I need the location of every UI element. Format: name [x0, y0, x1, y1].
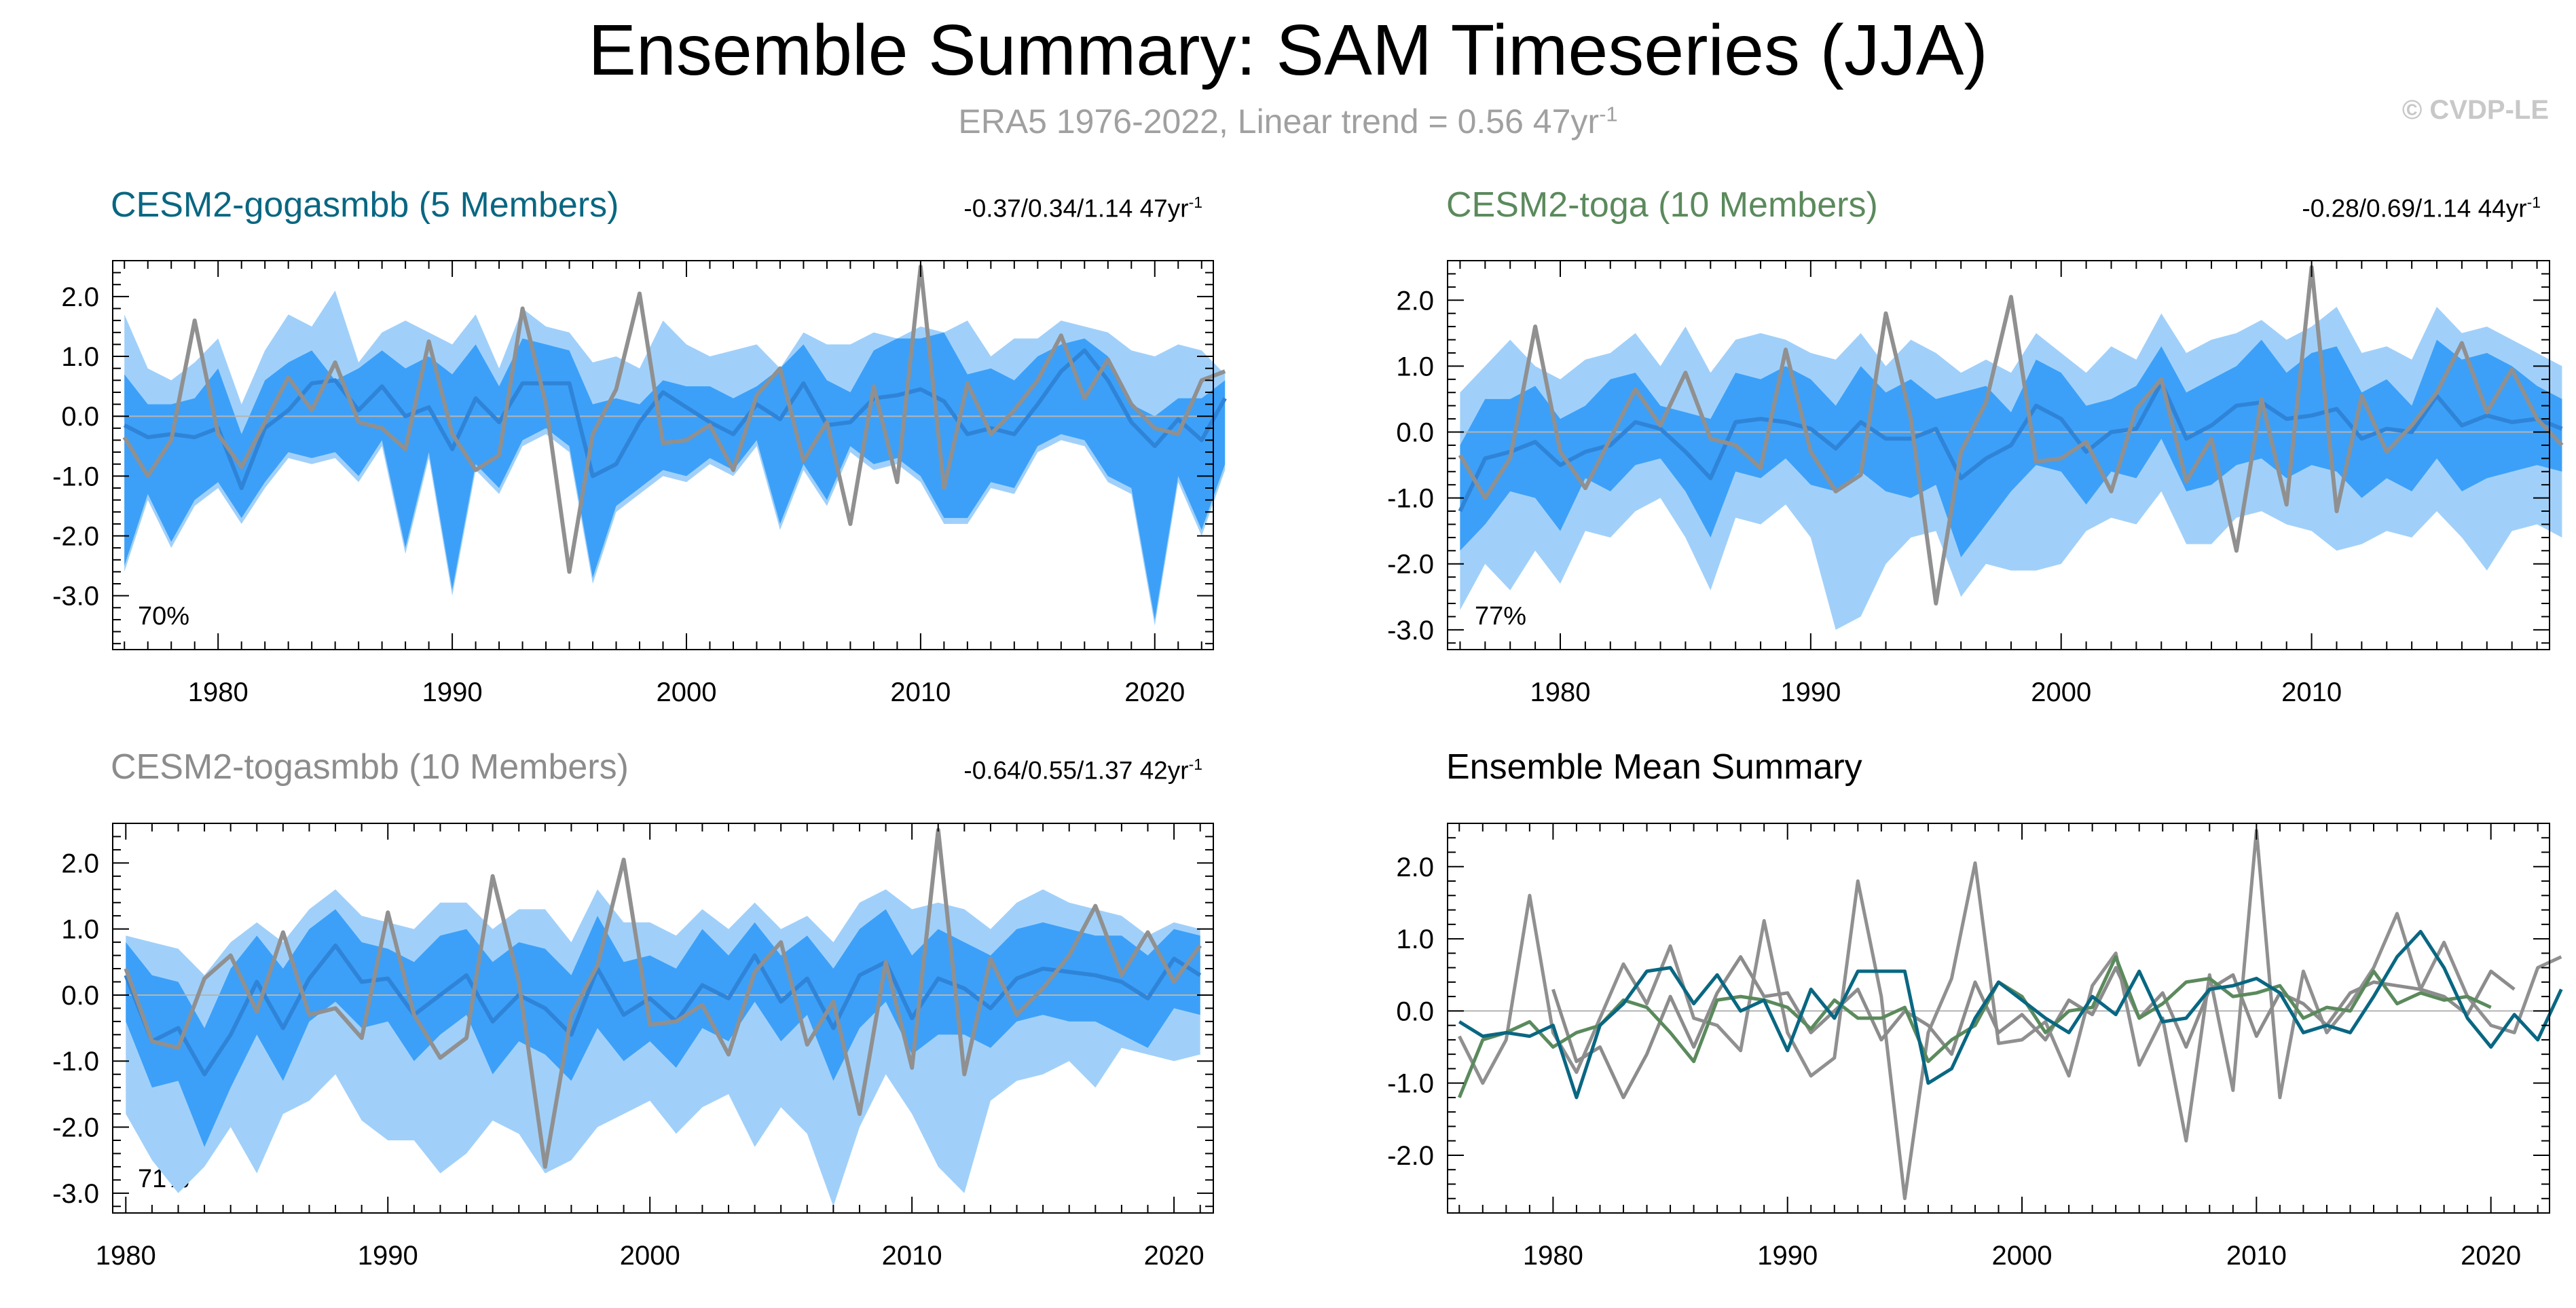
panel-1-ytick-label: -2.0: [52, 522, 99, 552]
panel-4-series-toga: [1457, 955, 2492, 1098]
panel-3-xtick-label: 2010: [882, 1241, 942, 1271]
panel-2-frame: [1447, 260, 2550, 650]
panel-3-ensemble-mean-line: [124, 943, 1202, 1077]
panel-3-ytick-label: 2.0: [61, 848, 99, 878]
panel-2-band-inner: [1460, 339, 2562, 557]
panel-2-obs-line: [1458, 265, 2564, 605]
panel-stat-text: -0.37/0.34/1.14 47yr: [963, 194, 1189, 223]
panel-2-xtick-label: 2010: [2281, 677, 2342, 707]
panel-3-xtick-label: 1980: [96, 1241, 156, 1271]
panel-3-obs-line: [124, 827, 1202, 1169]
panel-stat-text: -0.28/0.69/1.14 44yr: [2302, 194, 2527, 223]
panel-1-ytick-label: -3.0: [52, 582, 99, 612]
panel-1-band-inner: [124, 332, 1226, 620]
panel-3-band-inner: [126, 909, 1200, 1147]
panel-4-series-gogasmbb: [1458, 929, 2563, 1100]
panel-2-ytick-label: 0.0: [1396, 418, 1434, 448]
panel-1-ensemble-mean-line: [123, 348, 1227, 490]
credit-label: © CVDP-LE: [2402, 95, 2549, 125]
panel-stat-sup: -1: [2526, 193, 2541, 211]
panel-stat-sup: -1: [1188, 193, 1202, 211]
panel-stat-togasmbb: -0.64/0.55/1.37 42yr-1: [963, 755, 1202, 785]
panel-4-ytick-label: 1.0: [1396, 924, 1434, 954]
panel-3-ytick-label: 1.0: [61, 915, 99, 945]
subtitle-text: ERA5 1976-2022, Linear trend = 0.56 47yr: [958, 102, 1600, 141]
panel-1-xtick-label: 2000: [656, 677, 716, 707]
panel-stat-gogasmbb: -0.37/0.34/1.14 47yr-1: [963, 193, 1202, 223]
panel-2-ytick-label: -3.0: [1387, 616, 1434, 646]
panel-1-xtick-label: 2020: [1124, 677, 1185, 707]
panel-2-ytick-label: -2.0: [1387, 550, 1434, 580]
figure-title: Ensemble Summary: SAM Timeseries (JJA): [588, 10, 1988, 90]
panel-4-series-togasmbb: [1551, 955, 2516, 1100]
panel-4-ytick-label: -2.0: [1387, 1141, 1434, 1171]
panel-4-series-obs: [1458, 829, 2562, 1201]
panel-4-xtick-label: 2000: [1992, 1241, 2053, 1271]
panel-4-ytick-label: 2.0: [1396, 853, 1434, 882]
panel-2-ytick-label: -1.0: [1387, 484, 1434, 514]
panel-2-ytick-label: 2.0: [1396, 286, 1434, 316]
panel-4-xtick-label: 1980: [1523, 1241, 1583, 1271]
panel-3-ytick-label: 0.0: [61, 981, 99, 1011]
subtitle-superscript: -1: [1599, 102, 1618, 126]
panel-4-ytick-label: -1.0: [1387, 1069, 1434, 1099]
panel-3-ytick-label: -1.0: [52, 1047, 99, 1077]
panel-2-xtick-label: 1990: [1780, 677, 1841, 707]
panel-4-ytick-label: 0.0: [1396, 996, 1434, 1026]
panel-title-gogasmbb: CESM2-gogasmbb (5 Members): [111, 185, 619, 225]
panel-1-ytick-label: 1.0: [61, 342, 99, 372]
panel-4-xtick-label: 2010: [2226, 1241, 2287, 1271]
panel-2-ytick-label: 1.0: [1396, 352, 1434, 381]
panel-3-xtick-label: 2020: [1144, 1241, 1204, 1271]
panel-3-xtick-label: 2000: [620, 1241, 680, 1271]
panel-title-ensemble-mean: Ensemble Mean Summary: [1446, 747, 1862, 787]
panel-3-ytick-label: -3.0: [52, 1179, 99, 1209]
panel-title-togasmbb: CESM2-togasmbb (10 Members): [111, 747, 629, 787]
panel-stat-toga: -0.28/0.69/1.14 44yr-1: [2302, 193, 2541, 223]
panel-pct-toga: 77%: [1475, 602, 1527, 631]
panel-pct-gogasmbb: 70%: [138, 602, 190, 631]
panel-title-toga: CESM2-toga (10 Members): [1446, 185, 1878, 225]
panel-2-xtick-label: 2000: [2031, 677, 2091, 707]
panel-1-xtick-label: 2010: [890, 677, 951, 707]
panel-4-frame: [1447, 823, 2550, 1214]
panel-4-xtick-label: 2020: [2461, 1241, 2521, 1271]
panel-1-ytick-label: 0.0: [61, 402, 99, 432]
panel-stat-text: -0.64/0.55/1.37 42yr: [963, 756, 1189, 785]
panel-1-ytick-label: -1.0: [52, 462, 99, 491]
panel-4-xtick-label: 1990: [1757, 1241, 1818, 1271]
panel-1-obs-line: [122, 264, 1226, 574]
panel-1-xtick-label: 1980: [188, 677, 249, 707]
panel-3-frame: [112, 823, 1214, 1214]
panel-2-xtick-label: 1980: [1530, 677, 1590, 707]
figure-subtitle: ERA5 1976-2022, Linear trend = 0.56 47yr…: [0, 102, 2576, 141]
panel-3-ytick-label: -2.0: [52, 1113, 99, 1143]
panel-1-xtick-label: 1990: [422, 677, 483, 707]
panel-3-xtick-label: 1990: [358, 1241, 418, 1271]
panel-1-ytick-label: 2.0: [61, 282, 99, 312]
panel-stat-sup: -1: [1188, 755, 1202, 773]
